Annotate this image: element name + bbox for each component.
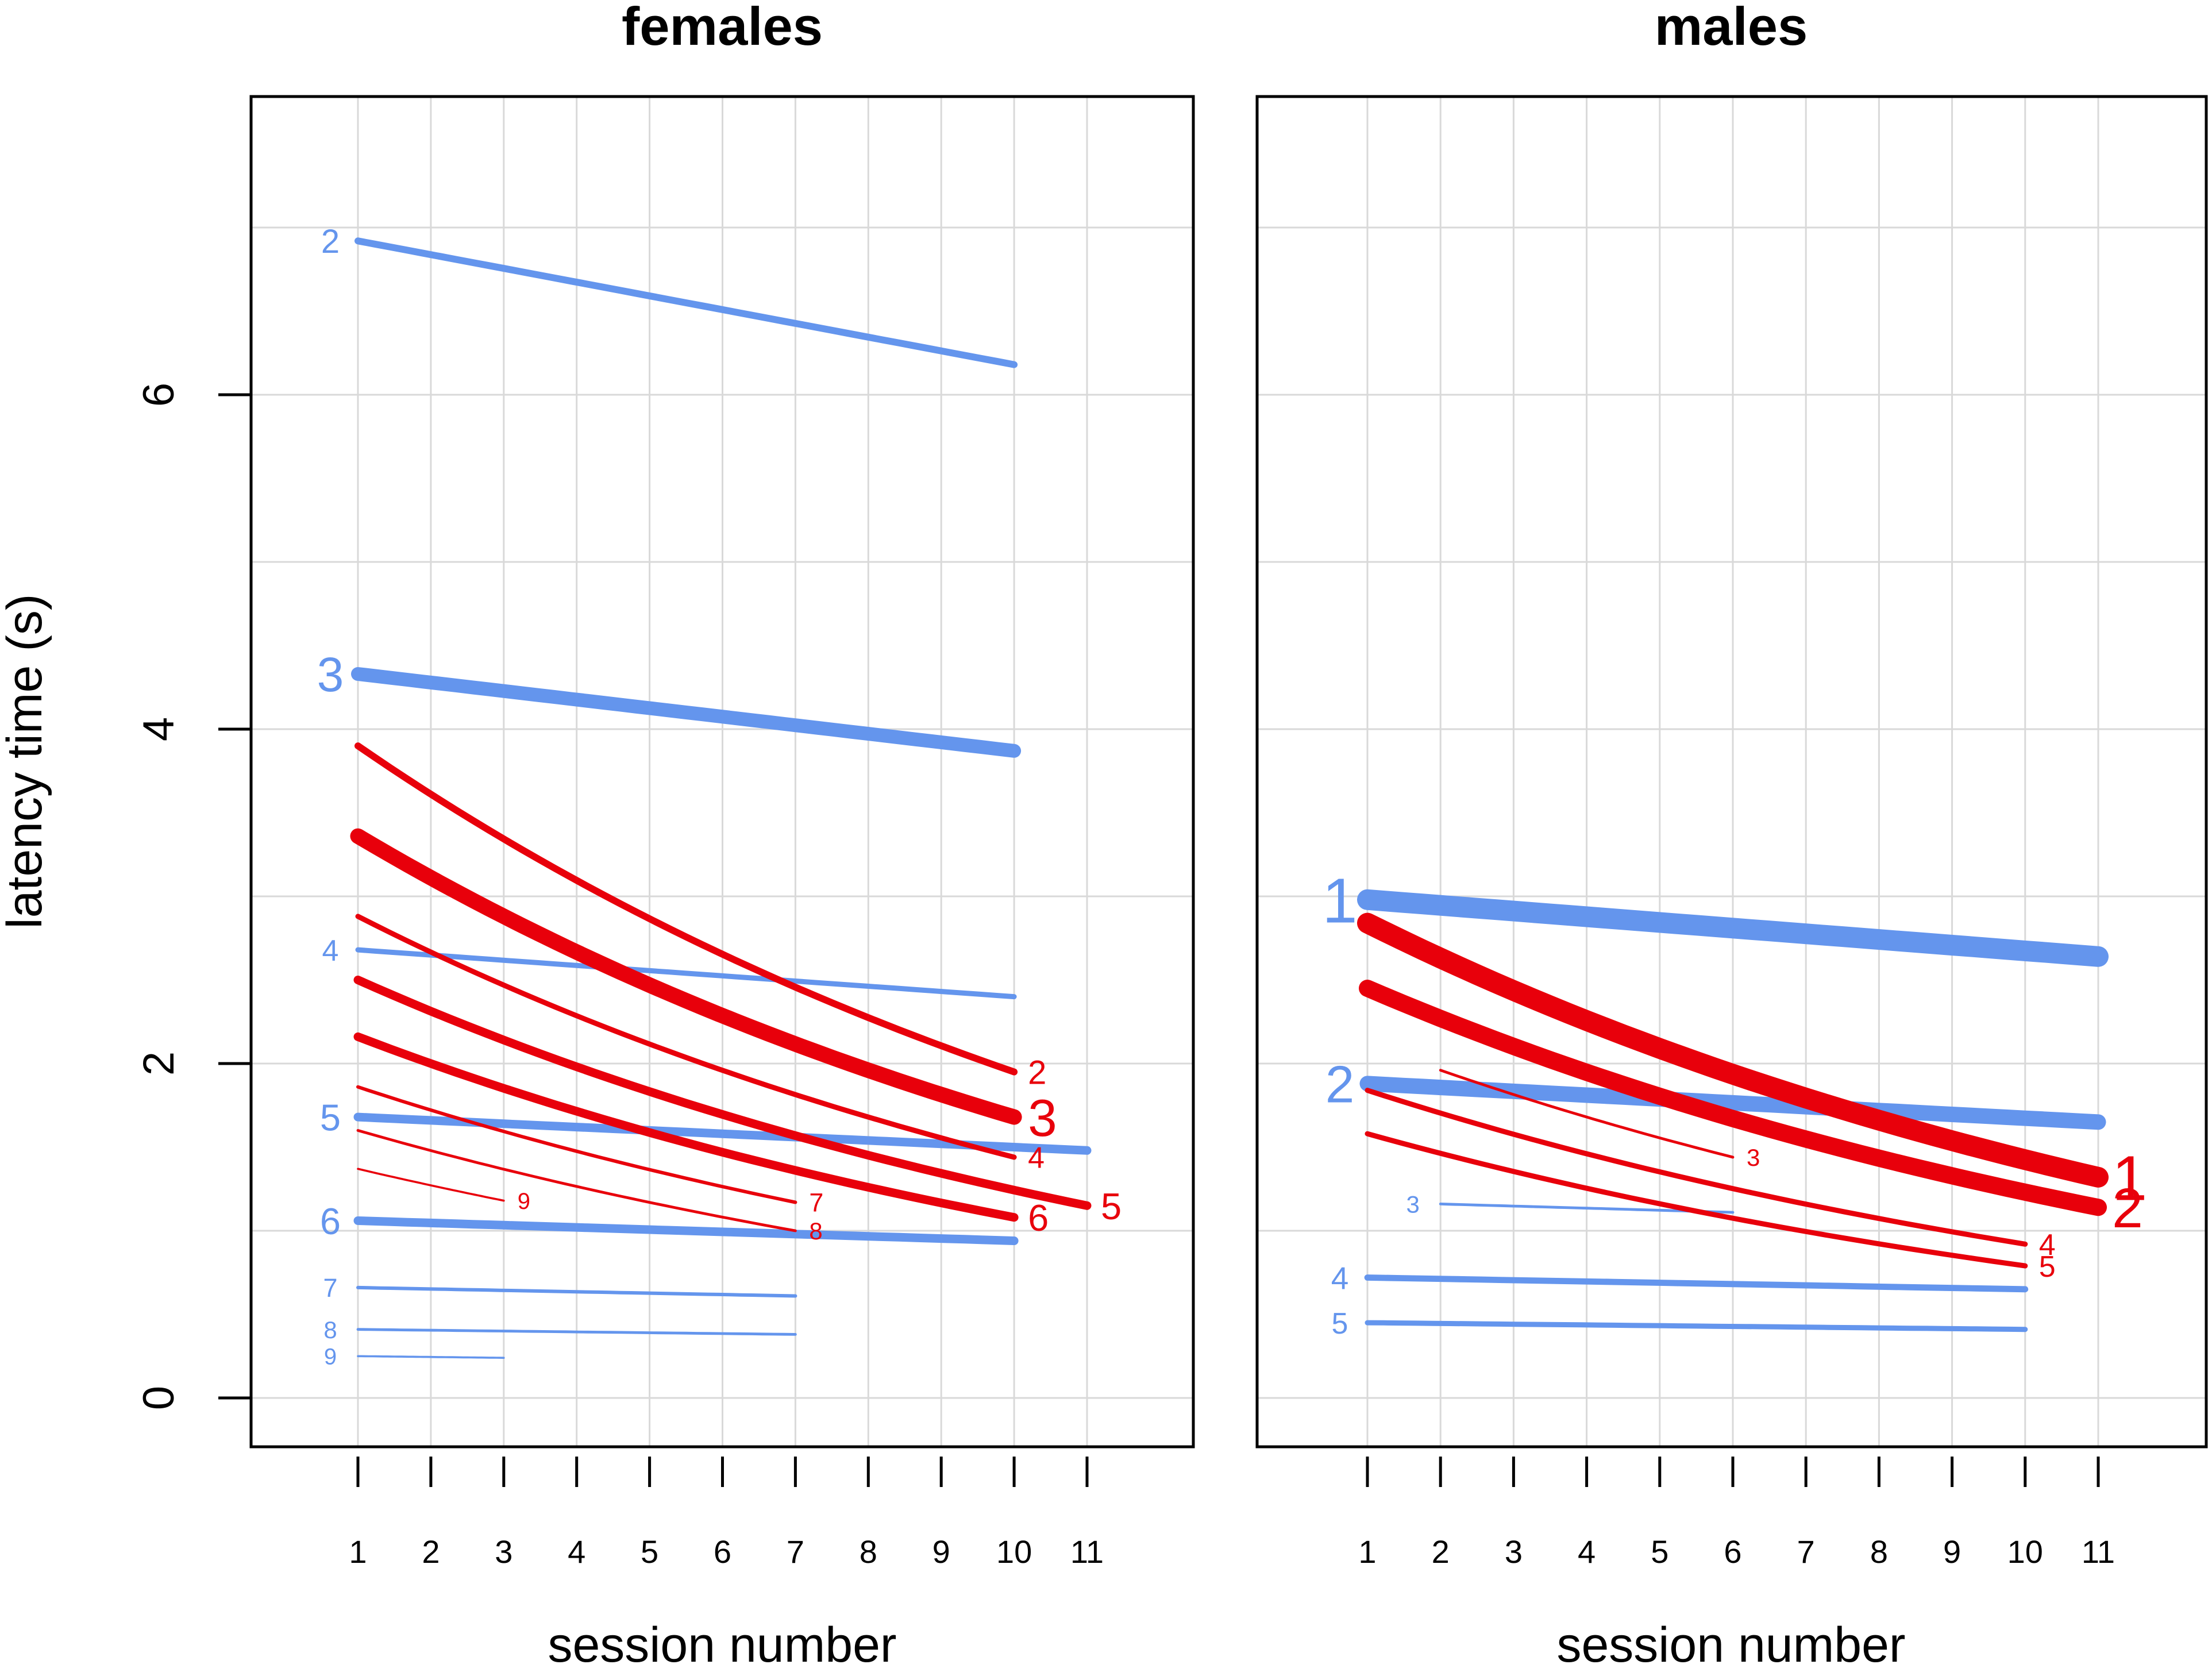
x-tick-label: 6 [714, 1534, 731, 1570]
series-line-red-8 [356, 1129, 797, 1232]
series-label-blue-3: 3 [1406, 1191, 1420, 1218]
x-tick-label: 9 [932, 1534, 950, 1570]
series-line-red-7 [356, 1085, 797, 1204]
series-label-blue-5: 5 [1332, 1307, 1348, 1340]
series-label-blue-2: 2 [1325, 1056, 1355, 1114]
x-tick-label: 7 [1797, 1534, 1815, 1570]
series-line-red-9 [357, 1168, 505, 1202]
series-line-red-2 [1359, 980, 2107, 1216]
males-x-axis-label: session number [1556, 1617, 1905, 1668]
x-tick-label: 10 [2007, 1534, 2043, 1570]
series-label-blue-8: 8 [323, 1316, 337, 1343]
series-label-blue-9: 9 [324, 1345, 337, 1370]
males-x-axis: 1 2 3 4 5 6 7 8 9 10 11 [1358, 1457, 2115, 1570]
y-axis-label: latency time (s) [0, 594, 52, 929]
females-y-axis: 0 2 4 6 [134, 383, 251, 1410]
x-tick-label: 11 [2082, 1534, 2115, 1570]
males-plot-frame [1255, 95, 2208, 1449]
series-line-blue-5 [1365, 1320, 2028, 1332]
x-tick-label: 5 [1651, 1534, 1668, 1570]
series-label-red-9: 9 [518, 1189, 530, 1214]
males-title: males [1655, 0, 1808, 56]
series-line-red-5 [353, 976, 1092, 1210]
y-tick-label: 0 [134, 1386, 183, 1410]
series-line-blue-8 [356, 1328, 797, 1336]
series-label-red-5: 5 [2039, 1250, 2056, 1284]
x-tick-label: 10 [996, 1534, 1032, 1570]
series-label-red-8: 8 [809, 1218, 822, 1245]
y-tick-label: 2 [134, 1051, 183, 1076]
series-label-blue-5: 5 [320, 1097, 341, 1139]
females-x-axis: 1 2 3 4 5 6 7 8 9 10 11 [349, 1457, 1104, 1570]
x-tick-label: 1 [349, 1534, 367, 1570]
y-tick-label: 6 [134, 383, 183, 407]
x-tick-label: 8 [1870, 1534, 1888, 1570]
series-line-blue-2 [354, 237, 1018, 368]
series-line-red-4 [355, 914, 1017, 1160]
series-line-blue-4 [1364, 1274, 2029, 1293]
series-label-red-3: 3 [1028, 1089, 1057, 1147]
series-label-red-2: 2 [1028, 1054, 1046, 1091]
series-label-blue-6: 6 [320, 1200, 341, 1242]
series-line-blue-6 [353, 1216, 1019, 1245]
series-label-red-7: 7 [809, 1188, 823, 1218]
y-tick-label: 4 [134, 717, 183, 741]
x-tick-label: 11 [1070, 1534, 1104, 1570]
females-series [350, 237, 1092, 1359]
series-label-blue-3: 3 [317, 648, 344, 702]
x-tick-label: 3 [1505, 1534, 1523, 1570]
series-line-blue-4 [355, 947, 1017, 1000]
series-line-red-1 [1357, 912, 2109, 1188]
series-line-red-2 [354, 742, 1018, 1076]
series-label-blue-7: 7 [323, 1273, 337, 1303]
x-tick-label: 4 [1578, 1534, 1596, 1570]
males-series [1357, 889, 2109, 1332]
series-label-red-5: 5 [1101, 1185, 1122, 1227]
x-tick-label: 3 [495, 1534, 512, 1570]
series-label-blue-4: 4 [322, 934, 339, 968]
x-tick-label: 9 [1943, 1534, 1961, 1570]
series-line-blue-2 [1359, 1076, 2106, 1130]
males-grid [1257, 97, 2206, 1447]
x-tick-label: 6 [1724, 1534, 1741, 1570]
series-line-blue-9 [357, 1355, 505, 1359]
series-line-blue-7 [356, 1285, 797, 1298]
series-line-red-6 [353, 1032, 1019, 1222]
x-tick-label: 1 [1358, 1534, 1376, 1570]
series-label-red-1: 1 [2112, 1143, 2147, 1214]
series-line-red-3 [1439, 1069, 1735, 1159]
x-tick-label: 7 [787, 1534, 804, 1570]
series-line-red-5 [1365, 1131, 2028, 1269]
females-plot-frame [249, 95, 1195, 1449]
series-label-blue-1: 1 [1322, 865, 1357, 936]
females-x-axis-label: session number [548, 1617, 896, 1668]
series-line-red-3 [350, 828, 1022, 1125]
series-label-red-4: 4 [2039, 1228, 2056, 1262]
series-label-red-2: 2 [2112, 1177, 2143, 1239]
females-title: females [622, 0, 823, 56]
series-label-red-3: 3 [1747, 1144, 1760, 1171]
x-tick-label: 8 [860, 1534, 877, 1570]
series-label-red-6: 6 [1028, 1197, 1049, 1239]
series-line-blue-1 [1357, 889, 2109, 967]
series-label-blue-2: 2 [321, 223, 340, 260]
series-label-blue-4: 4 [1331, 1260, 1349, 1296]
x-tick-label: 2 [1432, 1534, 1450, 1570]
x-tick-label: 5 [641, 1534, 658, 1570]
series-line-red-4 [1365, 1088, 2028, 1247]
series-label-red-4: 4 [1028, 1142, 1045, 1175]
x-tick-label: 4 [568, 1534, 585, 1570]
series-line-blue-3 [351, 667, 1022, 758]
x-tick-label: 2 [422, 1534, 440, 1570]
